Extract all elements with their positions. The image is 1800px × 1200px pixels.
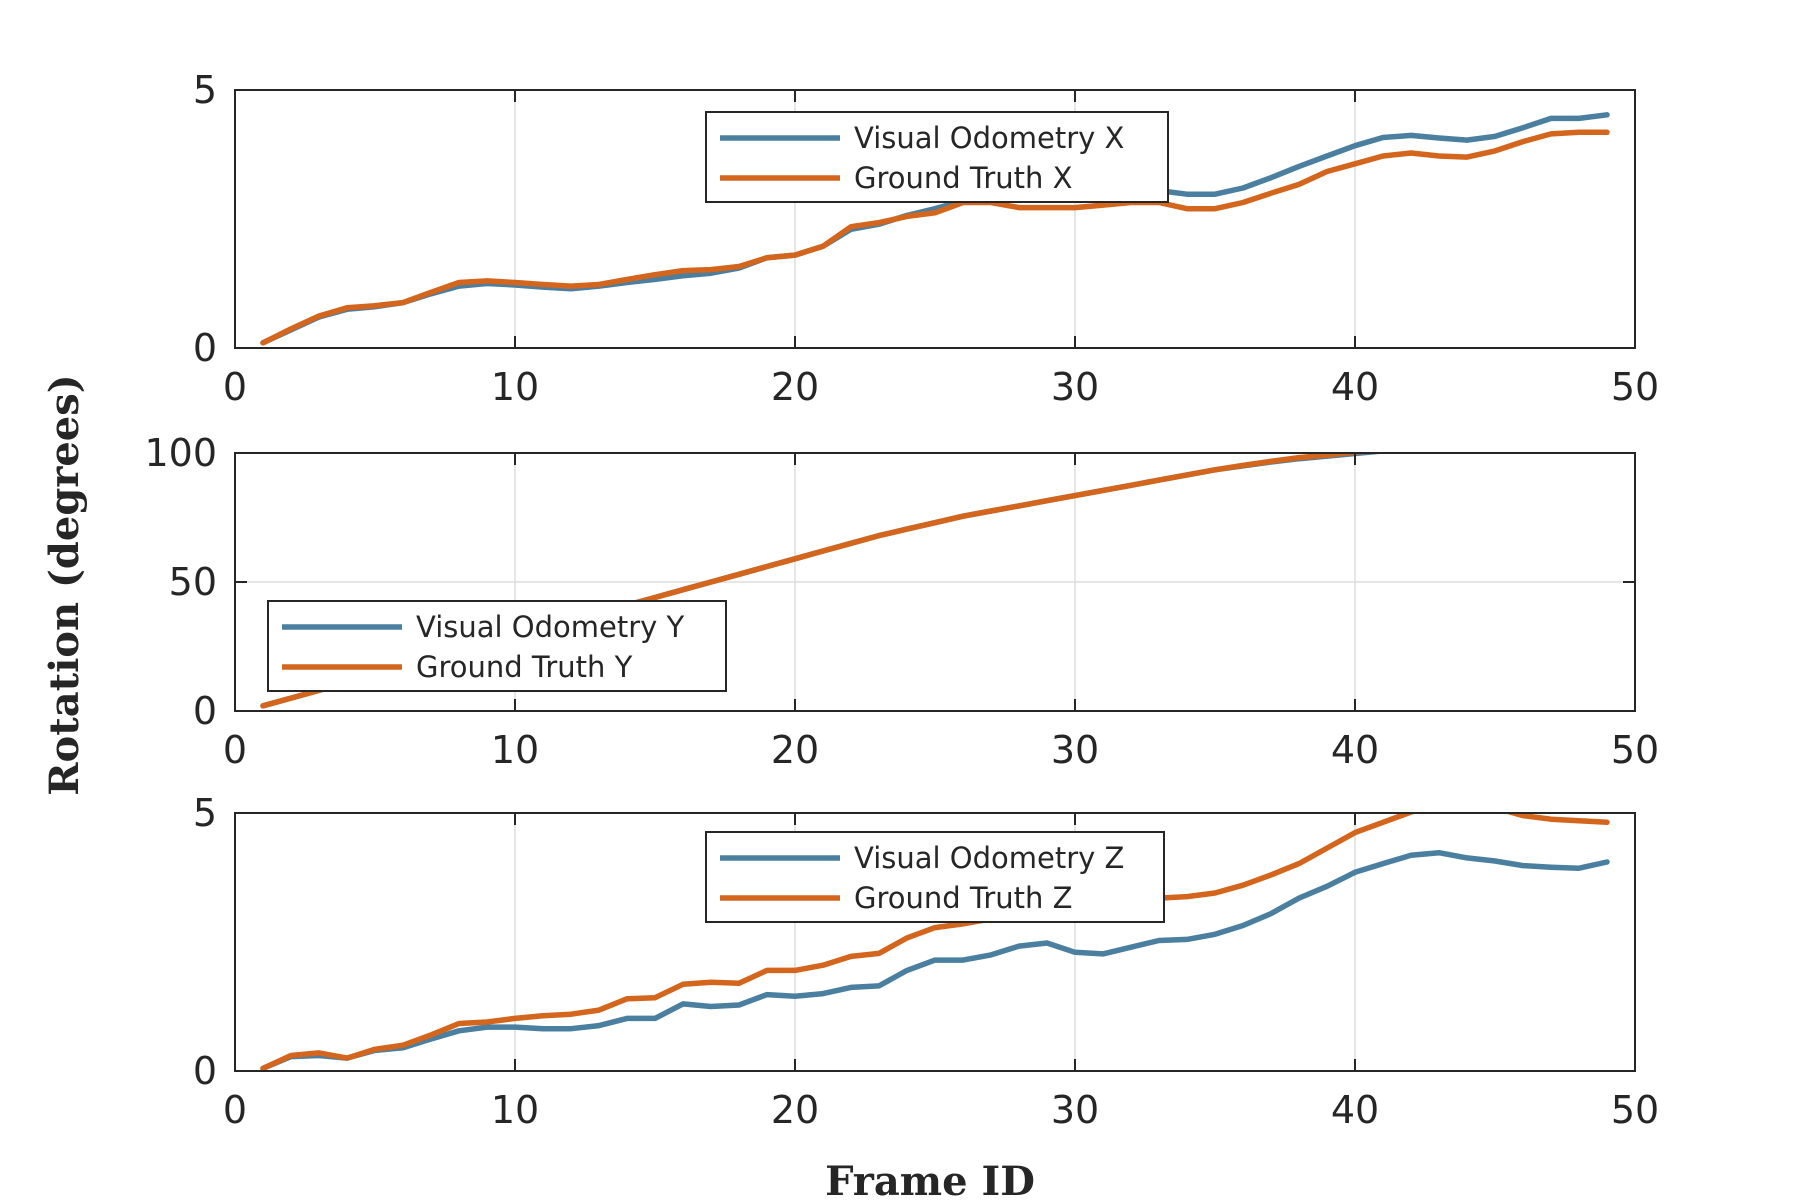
axes-box-z: [234, 812, 1636, 1072]
legend-x: Visual Odometry X Ground Truth X: [705, 111, 1169, 203]
legend-z: Visual Odometry Z Ground Truth Z: [705, 831, 1165, 923]
legend-label-ground-truth-y: Ground Truth Y: [416, 650, 633, 684]
x-tick-label-y: 40: [1331, 728, 1379, 772]
x-tick-label-y: 20: [771, 728, 819, 772]
x-tick-label-z: 40: [1331, 1088, 1379, 1132]
legend-label-ground-truth-z: Ground Truth Z: [854, 881, 1072, 915]
legend-label-ground-truth-x: Ground Truth X: [854, 161, 1072, 195]
x-tick-label-z: 30: [1051, 1088, 1099, 1132]
x-tick-label-z: 20: [771, 1088, 819, 1132]
axes-box-x: [234, 89, 1636, 349]
x-tick-label-x: 50: [1611, 365, 1659, 409]
x-tick-label-y: 10: [491, 728, 539, 772]
legend-box-x: [705, 111, 1169, 203]
x-tick-label-z: 0: [223, 1088, 247, 1132]
series-line-visual-odometry-z: [260, 849, 1610, 1071]
x-tick-label-y: 30: [1051, 728, 1099, 772]
x-tick-label-x: 0: [223, 365, 247, 409]
panel-z: 0 10 20 30 40 50 0 5 Visual Odometry Z Ground Tru…: [193, 791, 1659, 1132]
x-tick-label-y: 50: [1611, 728, 1659, 772]
legend-label-visual-odometry-y: Visual Odometry Y: [416, 610, 685, 644]
y-tick-label-z: 5: [193, 791, 217, 835]
x-tick-label-y: 0: [223, 728, 247, 772]
panel-x: 0 10 20 30 40 50 0 5 Visual Odometry X Ground Tru…: [193, 68, 1659, 409]
x-axis-title: Frame ID: [825, 1158, 1035, 1200]
x-tick-label-x: 20: [771, 365, 819, 409]
legend-label-visual-odometry-z: Visual Odometry Z: [854, 841, 1124, 875]
x-tick-label-x: 10: [491, 365, 539, 409]
y-tick-label-y: 50: [169, 560, 217, 604]
legend-box-y: [267, 600, 727, 692]
series-line-ground-truth-z: [260, 813, 1610, 1071]
series-line-ground-truth-x: [260, 129, 1610, 346]
panel-y: 0 10 20 30 40 50 0 50 100 Visual Odometry Y Ground…: [144, 431, 1659, 772]
legend-box-z: [705, 831, 1165, 923]
x-tick-label-x: 40: [1331, 365, 1379, 409]
y-tick-label-y: 0: [193, 689, 217, 733]
x-tick-label-z: 10: [491, 1088, 539, 1132]
y-tick-label-x: 5: [193, 68, 217, 112]
y-tick-label-x: 0: [193, 326, 217, 370]
x-tick-label-z: 50: [1611, 1088, 1659, 1132]
x-tick-label-x: 30: [1051, 365, 1099, 409]
legend-y: Visual Odometry Y Ground Truth Y: [267, 600, 727, 692]
y-axis-title: Rotation (degrees): [41, 374, 88, 795]
legend-label-visual-odometry-x: Visual Odometry X: [854, 121, 1124, 155]
y-tick-label-y: 100: [144, 431, 217, 475]
y-tick-label-z: 0: [193, 1049, 217, 1093]
